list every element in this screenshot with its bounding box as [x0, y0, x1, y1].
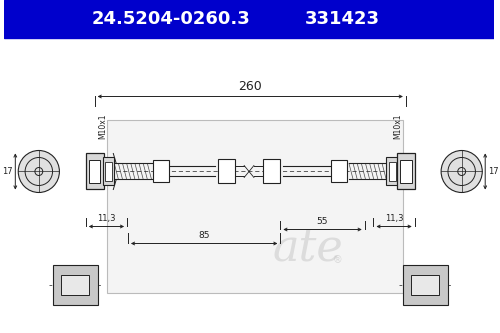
- Bar: [386, 158, 398, 185]
- Text: 24.5204-0260.3: 24.5204-0260.3: [92, 10, 250, 28]
- Bar: [107, 120, 404, 293]
- Text: 11,3: 11,3: [385, 214, 404, 223]
- Bar: [263, 160, 280, 183]
- Text: ate: ate: [272, 226, 343, 270]
- Bar: [400, 160, 411, 183]
- Text: 17: 17: [488, 167, 499, 176]
- Bar: [102, 158, 115, 185]
- Text: 331423: 331423: [304, 10, 380, 28]
- Bar: [105, 162, 112, 181]
- Bar: [52, 265, 98, 305]
- Bar: [4, 0, 494, 38]
- Bar: [397, 154, 414, 189]
- Circle shape: [441, 151, 482, 192]
- Bar: [412, 275, 440, 295]
- Bar: [86, 154, 104, 189]
- Text: ®: ®: [332, 255, 342, 265]
- Text: M10x1: M10x1: [98, 114, 107, 139]
- Circle shape: [18, 151, 59, 192]
- Text: 11,3: 11,3: [97, 214, 116, 223]
- Text: 17: 17: [2, 167, 13, 176]
- Bar: [218, 160, 236, 183]
- Text: 260: 260: [238, 81, 262, 94]
- Bar: [154, 161, 169, 182]
- Bar: [388, 162, 396, 181]
- Bar: [89, 160, 101, 183]
- Bar: [403, 265, 448, 305]
- Text: M10x1: M10x1: [394, 114, 402, 139]
- Text: 55: 55: [317, 217, 328, 226]
- Bar: [332, 161, 347, 182]
- Bar: [61, 275, 89, 295]
- Text: 85: 85: [198, 231, 210, 240]
